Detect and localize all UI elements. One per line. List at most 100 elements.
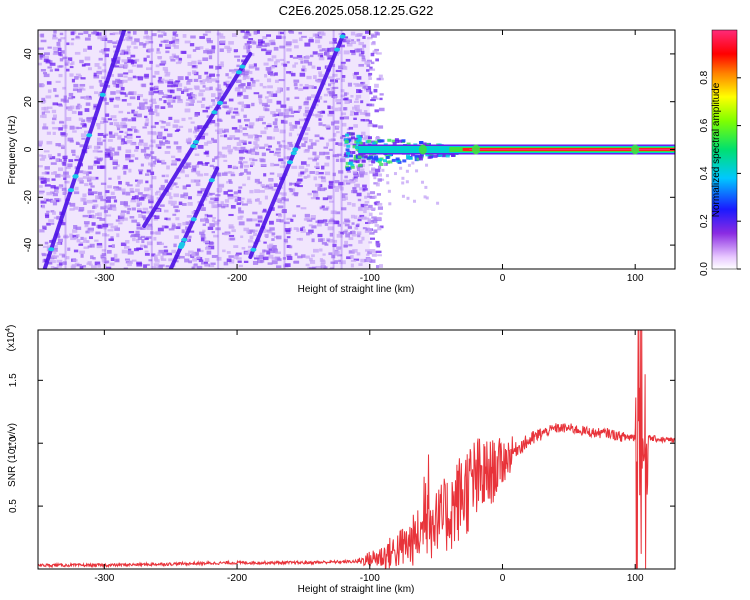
noise-cell	[44, 166, 50, 170]
noise-cell	[89, 182, 93, 186]
noise-cell	[165, 192, 172, 196]
noise-cell	[134, 195, 139, 200]
carrier-blob	[438, 153, 443, 157]
noise-cell	[92, 150, 98, 153]
noise-cell	[318, 71, 323, 75]
carrier-blob	[425, 153, 430, 157]
noise-cell	[137, 208, 142, 212]
noise-cell	[50, 185, 56, 189]
noise-cell	[336, 131, 340, 134]
carrier-tail	[399, 166, 403, 170]
noise-cell	[306, 232, 310, 236]
noise-cell	[259, 252, 265, 257]
snr-ylabel: SNR (10 * v/v)	[7, 423, 18, 487]
noise-cell	[55, 80, 61, 83]
noise-cell	[333, 40, 337, 43]
noise-cell	[265, 51, 272, 55]
noise-cell	[365, 30, 371, 34]
noise-cell	[305, 127, 311, 131]
noise-cell	[45, 178, 50, 182]
noise-cell	[65, 180, 70, 184]
noise-cell	[287, 148, 291, 151]
carrier-tail	[405, 180, 409, 184]
noise-cell	[359, 112, 366, 115]
carrier-blob	[433, 154, 438, 158]
noise-cell	[149, 184, 153, 188]
noise-cell	[363, 209, 367, 214]
colorbar-tick-label: 0.8	[699, 70, 710, 84]
noise-cell	[311, 86, 317, 89]
noise-cell	[209, 164, 214, 168]
noise-cell	[311, 238, 315, 243]
x-tick-label: -200	[227, 273, 247, 284]
noise-cell	[72, 88, 79, 92]
noise-cell	[54, 197, 60, 201]
noise-cell	[113, 162, 117, 165]
noise-cell	[312, 33, 318, 37]
noise-cell	[44, 184, 51, 187]
noise-cell	[262, 121, 266, 125]
noise-cell	[86, 177, 91, 181]
noise-cell	[209, 73, 215, 77]
noise-cell	[348, 250, 355, 254]
noise-cell	[307, 145, 314, 150]
noise-cell	[119, 64, 125, 68]
noise-cell	[370, 140, 375, 143]
carrier-blob	[418, 157, 423, 161]
noise-cell	[271, 233, 275, 237]
noise-cell	[116, 56, 121, 61]
noise-cell	[198, 259, 204, 263]
noise-cell	[271, 232, 276, 235]
noise-cell	[52, 46, 58, 50]
noise-cell	[248, 239, 253, 243]
noise-cell	[127, 33, 131, 37]
noise-cell	[215, 80, 220, 83]
noise-cell	[322, 124, 327, 127]
noise-cell	[105, 102, 109, 105]
noise-cell	[166, 252, 173, 256]
noise-cell	[224, 199, 230, 203]
noise-cell	[209, 223, 215, 228]
carrier-tail	[401, 194, 405, 198]
noise-cell	[67, 163, 73, 168]
noise-cell	[261, 152, 266, 157]
diagonal-track	[42, 30, 127, 269]
noise-cell	[56, 159, 63, 162]
noise-cell	[177, 99, 183, 104]
spectrogram-xlabel: Height of straight line (km)	[298, 284, 415, 295]
noise-cell	[301, 226, 305, 229]
noise-cell	[343, 116, 350, 120]
noise-cell	[249, 235, 254, 239]
noise-cell	[286, 244, 291, 248]
noise-cell	[78, 75, 82, 79]
noise-cell	[127, 57, 132, 61]
noise-cell	[135, 135, 141, 138]
noise-cell	[155, 143, 162, 148]
noise-cell	[201, 97, 206, 101]
noise-cell	[110, 257, 115, 261]
noise-cell	[126, 47, 131, 50]
noise-cell	[213, 220, 220, 225]
noise-cell	[375, 200, 380, 204]
noise-cell	[306, 75, 312, 80]
noise-cell	[336, 233, 343, 238]
carrier-blob	[358, 141, 363, 145]
noise-cell	[321, 265, 325, 268]
noise-cell	[321, 205, 325, 208]
noise-cell	[332, 95, 337, 99]
noise-cell	[237, 189, 242, 194]
noise-cell	[135, 238, 140, 243]
noise-cell	[123, 51, 129, 55]
noise-cell	[218, 183, 225, 188]
noise-cell	[39, 54, 45, 58]
noise-cell	[100, 182, 107, 185]
noise-cell	[67, 57, 73, 62]
carrier-blob	[356, 139, 361, 143]
noise-cell	[109, 134, 116, 138]
noise-cell	[178, 58, 183, 61]
noise-cell	[343, 36, 349, 39]
noise-cell	[53, 216, 59, 219]
noise-cell	[247, 176, 251, 181]
carrier-blob	[405, 153, 410, 157]
noise-cell	[148, 199, 154, 204]
